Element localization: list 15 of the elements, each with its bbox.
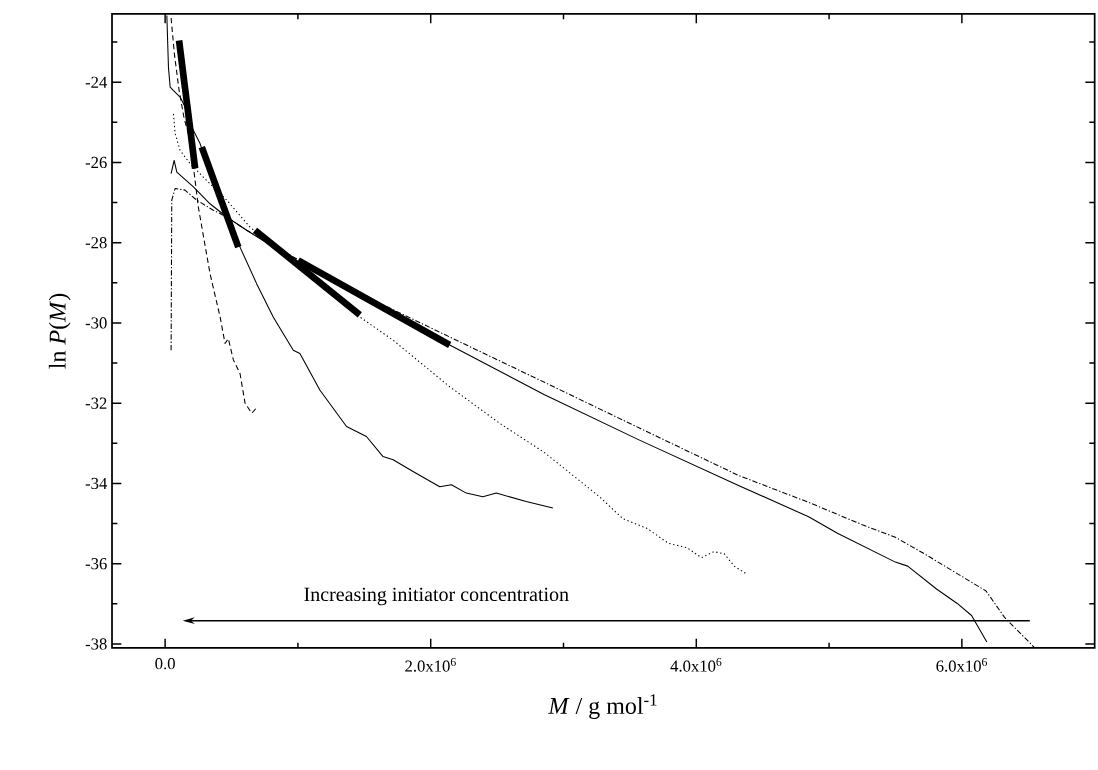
x-tick-label: 6.0x10$^{6}$	[936, 658, 988, 672]
x-tick-label: 2.0x10$^{6}$	[405, 658, 456, 672]
x-tick-label: 4.0x10$^{6}$	[670, 658, 722, 672]
y-tick-label: -30	[85, 317, 107, 329]
y-tick-label: -38	[85, 638, 107, 650]
y-axis-title: ln P(M)	[48, 293, 71, 369]
y-tick-label: -24	[85, 76, 108, 88]
x-tick-label: 0.0	[155, 658, 175, 670]
annotation: Increasing initiator concentration	[304, 587, 569, 606]
y-tick-label: -32	[85, 397, 107, 409]
y-tick-label: -34	[85, 477, 108, 490]
y-tick-label: -26	[85, 156, 107, 169]
y-tick-label: -36	[85, 558, 107, 570]
y-tick-label: -28	[85, 237, 107, 249]
x-axis-title: M / g mol$^{-1}$	[548, 694, 657, 719]
